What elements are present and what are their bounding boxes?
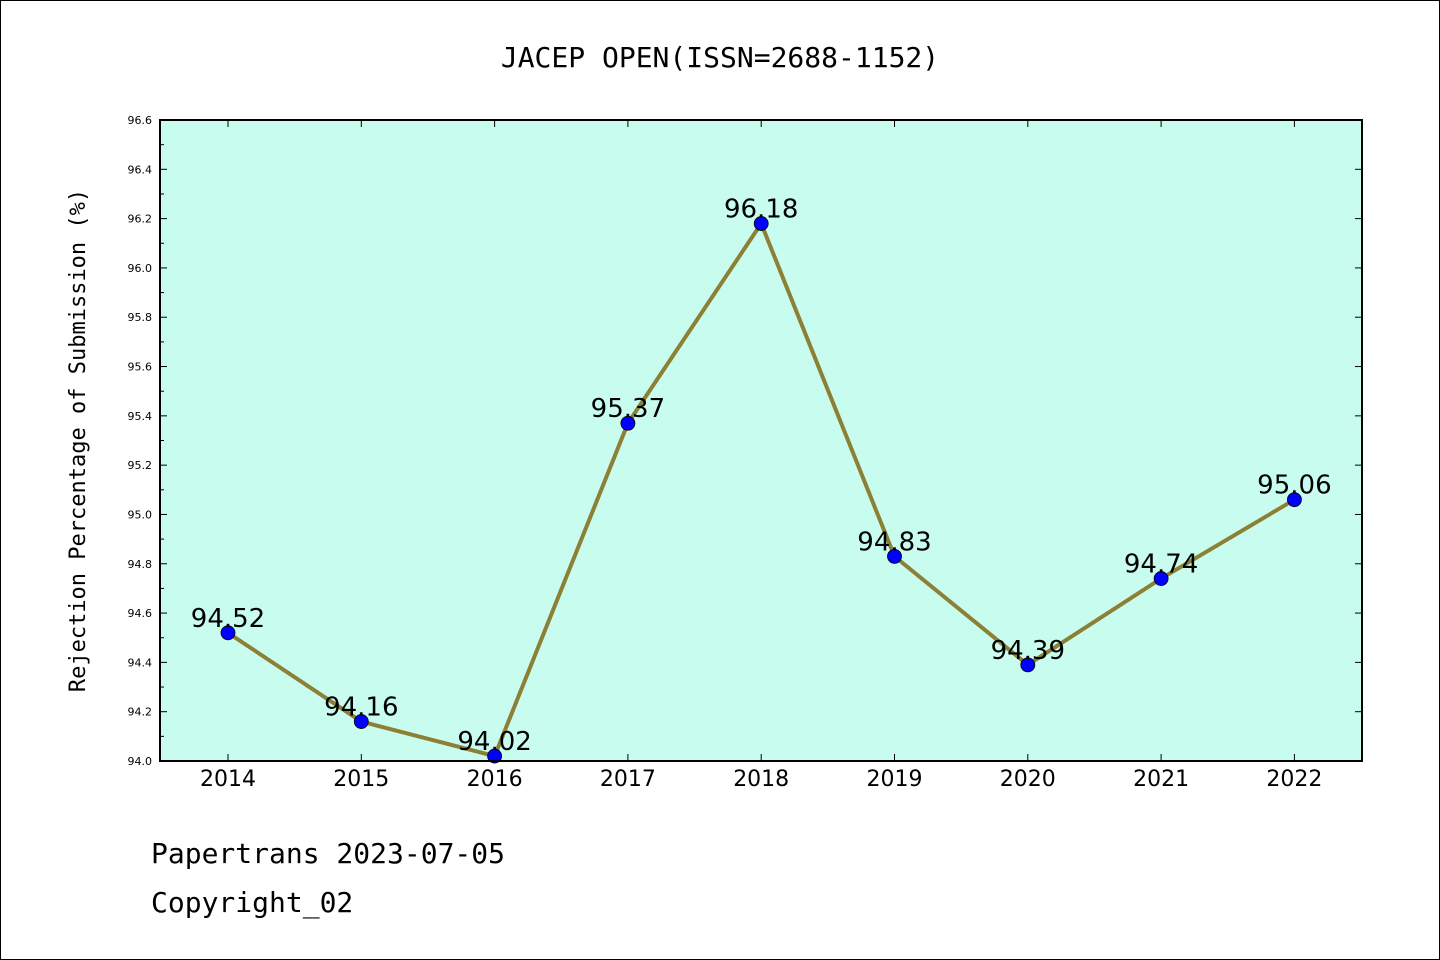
footer-copyright: Copyright_02 [151, 886, 354, 919]
y-tick-label: 96.6 [128, 114, 153, 127]
data-label: 94.02 [457, 727, 531, 757]
data-label: 95.37 [591, 394, 665, 424]
data-point [753, 216, 769, 231]
data-point [1287, 492, 1302, 508]
chart-title: JACEP OPEN(ISSN=2688-1152) [501, 41, 939, 74]
x-tick-label: 2021 [1133, 767, 1189, 792]
data-label: 96.18 [724, 195, 798, 225]
y-tick-label: 94.0 [128, 755, 153, 768]
data-point [487, 748, 503, 764]
plot-frame [159, 119, 1363, 762]
data-point [220, 625, 236, 641]
y-tick-label: 94.2 [128, 706, 153, 719]
y-tick-label: 95.0 [128, 508, 153, 521]
data-label: 94.52 [191, 604, 265, 634]
x-tick-label: 2016 [467, 767, 523, 792]
y-tick-label: 95.6 [128, 361, 153, 374]
x-tick-label: 2018 [733, 767, 789, 792]
footer-date: Papertrans 2023-07-05 [151, 837, 506, 870]
y-tick-label: 96.0 [128, 262, 153, 275]
data-label: 95.06 [1257, 471, 1331, 501]
data-label: 94.74 [1124, 550, 1198, 580]
x-tick-label: 2017 [600, 767, 656, 792]
y-tick-label: 95.8 [128, 311, 153, 324]
x-tick-label: 2022 [1266, 767, 1322, 792]
x-tick-label: 2020 [1000, 767, 1056, 792]
data-label: 94.16 [324, 693, 398, 723]
x-tick-label: 2019 [867, 767, 923, 792]
y-tick-label: 94.8 [128, 558, 153, 571]
data-point [1153, 571, 1169, 586]
y-tick-label: 96.2 [128, 213, 153, 226]
x-tick-label: 2014 [200, 767, 256, 792]
data-label: 94.39 [991, 636, 1065, 666]
y-axis-label: Rejection Percentage of Submission (%) [66, 189, 91, 692]
x-tick-label: 2015 [333, 767, 389, 792]
data-point [1020, 657, 1036, 673]
data-label: 94.83 [857, 527, 931, 557]
y-tick-label: 95.4 [128, 410, 153, 423]
data-point [353, 714, 369, 729]
data-point [620, 415, 636, 431]
y-tick-label: 95.2 [128, 459, 153, 472]
y-tick-label: 94.6 [128, 607, 153, 620]
y-tick-label: 96.4 [128, 163, 153, 176]
data-point [887, 548, 902, 564]
y-tick-label: 94.4 [128, 656, 153, 669]
